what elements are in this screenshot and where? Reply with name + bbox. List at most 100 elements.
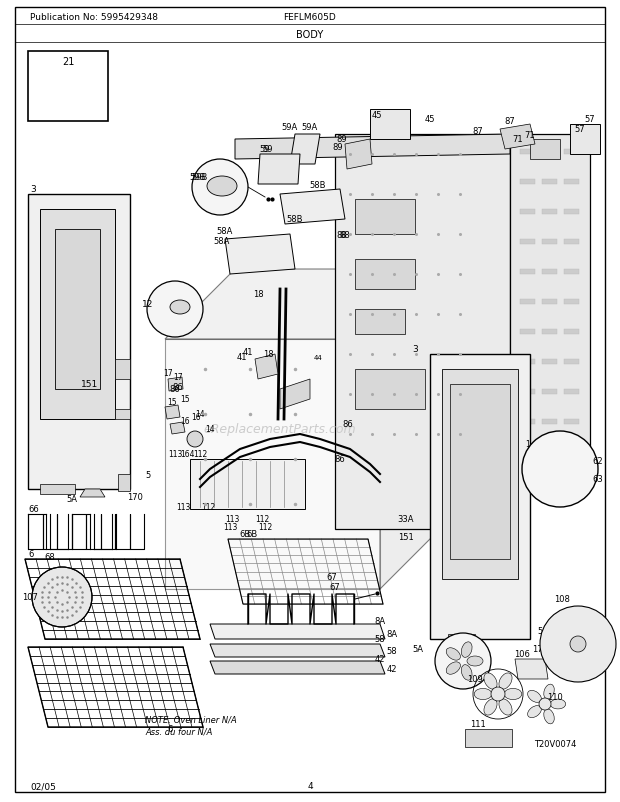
Ellipse shape (544, 684, 554, 699)
Polygon shape (40, 210, 115, 419)
Text: 8A: 8A (374, 617, 386, 626)
Ellipse shape (170, 301, 190, 314)
Bar (564, 330, 579, 334)
Text: 58: 58 (387, 646, 397, 656)
Polygon shape (118, 475, 130, 492)
Text: 87: 87 (472, 128, 484, 136)
Ellipse shape (446, 648, 461, 660)
Text: eReplacementParts.com: eReplacementParts.com (204, 423, 356, 436)
Bar (564, 150, 579, 155)
Text: 58: 58 (374, 634, 385, 644)
Polygon shape (510, 135, 590, 489)
Bar (520, 300, 535, 305)
Text: 59: 59 (260, 145, 270, 154)
Text: 113: 113 (176, 503, 190, 512)
Polygon shape (442, 370, 518, 579)
Bar (564, 180, 579, 184)
Text: T20V0074: T20V0074 (534, 739, 576, 748)
Bar (520, 210, 535, 215)
Circle shape (539, 698, 551, 710)
Polygon shape (450, 384, 510, 559)
Polygon shape (335, 135, 510, 529)
Ellipse shape (499, 673, 512, 689)
Polygon shape (28, 195, 130, 489)
Text: 45: 45 (425, 115, 435, 124)
Text: 42: 42 (374, 654, 385, 664)
Circle shape (147, 282, 203, 338)
Circle shape (522, 431, 598, 508)
Text: 15: 15 (167, 398, 177, 407)
Polygon shape (380, 269, 450, 589)
Polygon shape (115, 410, 130, 419)
Text: 59A: 59A (282, 124, 298, 132)
Polygon shape (58, 80, 65, 87)
Text: 16: 16 (191, 413, 201, 422)
Text: 21: 21 (62, 57, 74, 67)
Text: 58B: 58B (286, 215, 303, 225)
Ellipse shape (528, 706, 541, 718)
Text: 63: 63 (593, 475, 603, 484)
Polygon shape (500, 125, 535, 150)
Bar (564, 269, 579, 274)
Text: 86: 86 (172, 383, 184, 392)
Ellipse shape (499, 699, 512, 715)
Bar (564, 359, 579, 365)
Bar (542, 269, 557, 274)
Polygon shape (165, 406, 180, 419)
Text: 170: 170 (532, 645, 548, 654)
Text: Ass. du four N/A: Ass. du four N/A (145, 727, 213, 735)
Ellipse shape (461, 642, 472, 658)
Circle shape (435, 634, 491, 689)
Text: 106: 106 (514, 650, 530, 658)
Ellipse shape (461, 665, 472, 680)
Text: 59A: 59A (302, 124, 318, 132)
Text: 113: 113 (223, 523, 237, 532)
Text: 17: 17 (173, 373, 183, 382)
Polygon shape (210, 644, 385, 657)
Circle shape (570, 636, 586, 652)
Text: 109: 109 (467, 674, 483, 683)
Bar (28, 52, 108, 122)
Text: 68: 68 (45, 553, 55, 561)
Polygon shape (210, 624, 385, 639)
Text: 62: 62 (593, 457, 603, 466)
Ellipse shape (474, 689, 492, 699)
Polygon shape (430, 354, 530, 639)
Polygon shape (345, 140, 372, 170)
Text: 42: 42 (387, 665, 397, 674)
Text: 89: 89 (337, 136, 347, 144)
Bar (564, 419, 579, 424)
Bar (564, 300, 579, 305)
Text: 14: 14 (195, 410, 205, 419)
Polygon shape (370, 110, 410, 140)
Text: 164: 164 (180, 450, 194, 459)
Text: 151: 151 (81, 380, 99, 389)
Text: 151: 151 (398, 533, 414, 542)
Text: 33A: 33A (398, 515, 414, 524)
Bar (520, 419, 535, 424)
Text: 57: 57 (575, 125, 585, 134)
Text: 66: 66 (28, 505, 39, 514)
Bar (542, 180, 557, 184)
Bar (564, 240, 579, 245)
Text: 14: 14 (205, 425, 215, 434)
Text: 6B: 6B (239, 530, 250, 539)
Ellipse shape (484, 673, 497, 689)
Text: 5A: 5A (66, 495, 78, 504)
Text: 02/05: 02/05 (30, 781, 56, 791)
Text: 6B: 6B (246, 530, 258, 539)
Text: 67: 67 (327, 573, 337, 581)
Text: 8A: 8A (386, 630, 397, 638)
Text: 41: 41 (237, 353, 247, 362)
Circle shape (192, 160, 248, 216)
Polygon shape (50, 80, 58, 105)
Ellipse shape (484, 699, 497, 715)
Text: 71: 71 (525, 131, 535, 140)
Text: 107: 107 (22, 593, 38, 602)
Bar (355, 260, 415, 290)
Polygon shape (80, 489, 105, 497)
Polygon shape (530, 140, 560, 160)
Text: 16: 16 (180, 417, 190, 426)
Polygon shape (290, 135, 320, 164)
Polygon shape (280, 379, 310, 410)
